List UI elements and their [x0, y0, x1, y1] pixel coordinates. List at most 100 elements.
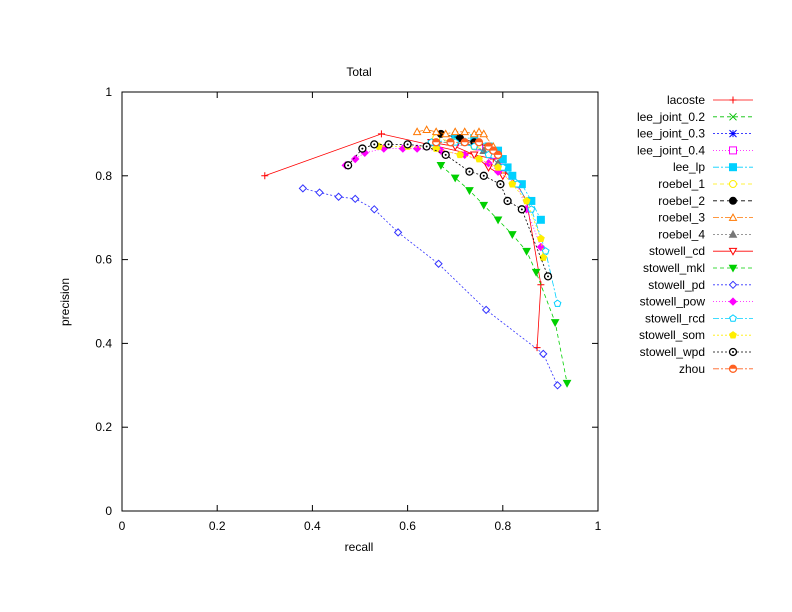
data-point	[522, 247, 531, 256]
data-point-center	[732, 351, 734, 353]
data-point	[475, 154, 483, 163]
data-point	[562, 379, 572, 388]
data-point-center	[468, 170, 471, 173]
legend-item: zhou	[679, 362, 753, 376]
legend-label: stowell_wpd	[640, 345, 705, 359]
legend-label: roebel_1	[658, 177, 705, 191]
data-point	[729, 180, 737, 188]
data-point	[536, 234, 545, 242]
data-point-center	[482, 174, 485, 177]
data-point	[536, 242, 546, 252]
legend-item: stowell_cd	[649, 244, 753, 258]
legend-label: zhou	[679, 362, 705, 376]
plot-frame	[121, 91, 599, 512]
legend-item: lee_lp	[673, 160, 753, 174]
series-zhou	[432, 138, 503, 160]
legend-item: stowell_rcd	[645, 311, 753, 325]
legend-item: lee_joint_0.2	[637, 110, 753, 124]
legend-label: stowell_pow	[640, 295, 706, 309]
data-point-center	[506, 199, 509, 202]
data-point	[469, 151, 479, 160]
x-tick-label: 0.4	[304, 519, 321, 533]
data-point	[479, 129, 489, 138]
legend-item: roebel_1	[658, 177, 753, 191]
x-tick-label: 0	[119, 519, 126, 533]
data-point	[728, 247, 738, 256]
data-point-center	[373, 143, 376, 146]
x-tick-label: 0.6	[399, 519, 416, 533]
data-point	[728, 213, 738, 221]
legend-label: stowell_rcd	[645, 311, 705, 325]
legend-item: roebel_3	[658, 211, 753, 225]
y-axis-label: precision	[58, 278, 72, 326]
data-point	[553, 381, 562, 390]
data-point	[334, 192, 343, 201]
legend-item: stowell_pow	[640, 295, 753, 309]
data-point-center	[387, 143, 390, 146]
x-tick-label: 1	[595, 519, 602, 533]
data-point-half	[432, 138, 440, 143]
series-line	[417, 129, 494, 147]
data-point	[729, 96, 737, 104]
data-point	[370, 205, 379, 214]
legend-item: lacoste	[667, 93, 753, 107]
data-point	[436, 162, 446, 170]
data-point	[474, 127, 484, 136]
x-tick-label: 0.8	[494, 519, 511, 533]
data-point	[431, 127, 441, 136]
legend-item: stowell_pd	[648, 278, 753, 292]
data-point	[729, 196, 737, 205]
data-point	[728, 264, 738, 273]
legend-label: roebel_3	[658, 211, 705, 225]
series-line	[379, 146, 544, 258]
plot-border	[121, 91, 599, 512]
data-point-center	[347, 164, 350, 167]
y-tick-label: 1	[105, 85, 112, 99]
data-point	[498, 155, 507, 164]
data-point	[377, 130, 385, 138]
y-tick-label: 0.8	[95, 169, 112, 183]
series-line	[440, 164, 568, 384]
data-point	[412, 144, 422, 153]
data-point	[493, 216, 503, 225]
series-stowell-mkl	[436, 162, 572, 388]
data-point	[479, 201, 489, 210]
y-tick-label: 0.4	[95, 336, 112, 350]
data-point	[729, 314, 737, 322]
data-point	[460, 127, 470, 136]
data-point-half	[729, 365, 737, 369]
data-point-center	[361, 147, 364, 150]
data-point	[536, 215, 545, 224]
data-point-center	[547, 275, 550, 278]
data-point	[412, 127, 422, 136]
data-point	[465, 187, 474, 195]
data-point	[729, 129, 737, 138]
data-point	[351, 154, 360, 164]
series-roebel-3	[412, 125, 498, 150]
x-axis-label: recall	[345, 540, 374, 554]
series-line	[302, 188, 558, 386]
data-point	[432, 144, 441, 152]
series-stowell-wpd	[343, 140, 553, 281]
data-point	[351, 194, 360, 204]
data-point	[393, 228, 403, 237]
legend-label: roebel_4	[658, 227, 705, 241]
data-point	[550, 319, 560, 327]
data-point-half	[461, 138, 469, 143]
data-point	[728, 297, 738, 306]
data-point	[441, 129, 451, 138]
data-point-half	[475, 138, 483, 143]
data-point	[422, 125, 431, 134]
data-point-center	[520, 208, 523, 211]
data-point-center	[499, 183, 502, 186]
legend-label: roebel_2	[658, 194, 705, 208]
legend-item: lee_joint_0.3	[637, 127, 753, 141]
data-point	[531, 268, 541, 277]
data-point-half	[485, 142, 493, 147]
series-layer	[261, 125, 572, 390]
data-point-half	[446, 138, 454, 143]
data-point	[729, 112, 737, 121]
x-axis-ticks: 0 0.2 0.4 0.6 0.8 1	[119, 92, 602, 533]
legend-item: roebel_4	[658, 227, 753, 241]
